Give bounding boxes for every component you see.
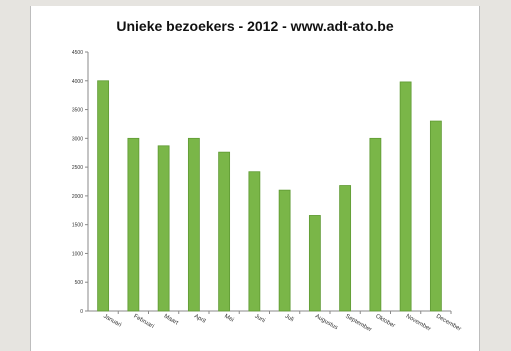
bar-juli (278, 189, 291, 312)
bar-maart (157, 145, 170, 312)
chart-title: Unieke bezoekers - 2012 - www.adt-ato.be (116, 18, 394, 34)
x-tick-label: April (193, 314, 206, 325)
chart-frame: Unieke bezoekers - 2012 - www.adt-ato.be… (30, 6, 480, 351)
y-tick-label: 0 (80, 309, 83, 315)
y-axis-ticks: 0 500 1000 1500 2000 2500 3000 3500 4000 4500 (72, 50, 88, 315)
bar-augustus (308, 215, 321, 312)
y-tick-label: 3500 (72, 108, 83, 114)
chart-bars (97, 80, 442, 312)
y-tick-label: 3000 (72, 136, 83, 142)
y-tick-label: 1000 (72, 251, 83, 257)
bar-januari (97, 80, 110, 312)
y-tick-label: 500 (75, 280, 84, 286)
x-tick-label: Juni (253, 314, 266, 325)
y-tick-label: 2000 (72, 194, 83, 200)
chart-axes (87, 52, 451, 312)
bar-april (187, 137, 200, 312)
x-tick-label: Januari (102, 314, 122, 329)
x-tick-label: Oktober (374, 314, 395, 330)
bar-chart: 0 500 1000 1500 2000 2500 3000 3500 4000 4500 Jan… (72, 50, 462, 333)
y-tick-label: 4000 (72, 79, 83, 85)
x-tick-label: Juli (284, 314, 295, 324)
bar-september (339, 185, 352, 312)
bar-december (429, 120, 442, 312)
x-tick-label: September (344, 314, 372, 334)
bar-mei (218, 151, 231, 312)
bar-november (399, 81, 412, 312)
bar-februari (127, 137, 140, 312)
bar-oktober (369, 137, 382, 312)
x-tick-label: November (405, 314, 432, 333)
x-tick-label: Mei (223, 314, 234, 324)
x-tick-label: Augustus (314, 314, 339, 332)
y-tick-label: 1500 (72, 223, 83, 229)
x-tick-label: Maart (163, 314, 180, 327)
bar-juni (248, 171, 261, 312)
x-axis-ticks: Januari Februari Maart April Mei Juni Juli Augu… (102, 311, 462, 333)
x-tick-label: December (435, 314, 462, 333)
y-tick-label: 4500 (72, 50, 83, 56)
y-tick-label: 2500 (72, 165, 83, 171)
x-tick-label: Februari (132, 314, 154, 330)
